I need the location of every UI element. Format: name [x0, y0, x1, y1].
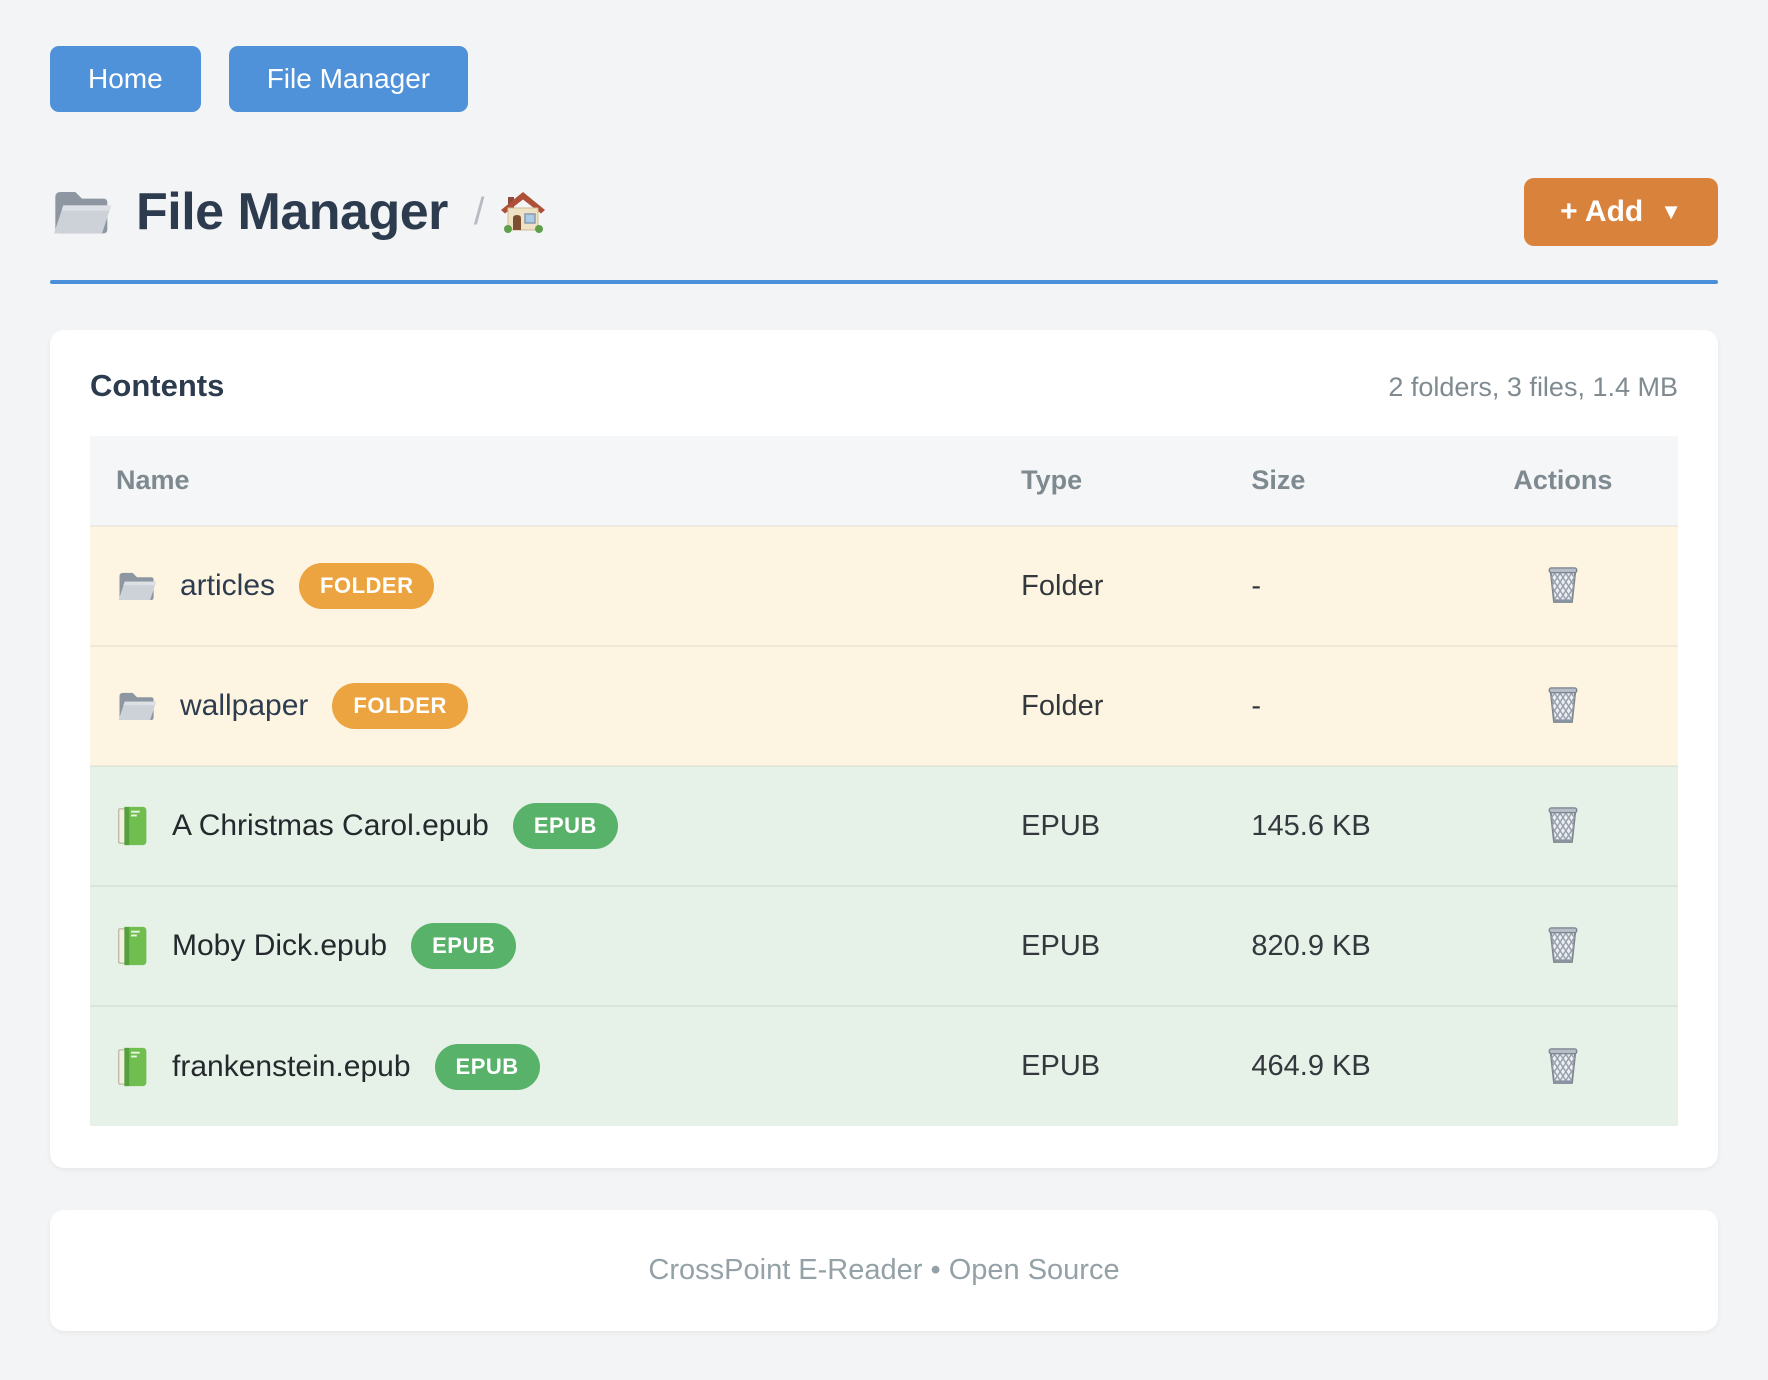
file-type: EPUB: [1021, 1050, 1101, 1082]
file-type: EPUB: [1021, 809, 1101, 842]
delete-button[interactable]: [1542, 800, 1584, 851]
trash-icon: [1546, 1045, 1580, 1085]
file-size: 464.9 KB: [1251, 1050, 1371, 1082]
file-type: Folder: [1021, 689, 1104, 722]
file-size: -: [1251, 689, 1262, 722]
delete-button[interactable]: [1542, 920, 1584, 971]
contents-card: Contents 2 folders, 3 files, 1.4 MB Name…: [50, 330, 1718, 1168]
table-row[interactable]: articles FOLDER Folder -: [90, 526, 1678, 646]
table-row[interactable]: wallpaper FOLDER Folder -: [90, 646, 1678, 766]
green-book-icon: [116, 925, 150, 967]
delete-button[interactable]: [1542, 1041, 1584, 1092]
trash-icon: [1546, 924, 1580, 964]
delete-button[interactable]: [1542, 560, 1584, 611]
top-nav: Home File Manager: [50, 46, 1718, 112]
breadcrumb-separator: /: [473, 190, 485, 233]
file-size: -: [1251, 569, 1262, 602]
table-row[interactable]: frankenstein.epub EPUB EPUB 464.9 KB: [90, 1006, 1678, 1126]
file-type: EPUB: [1021, 929, 1101, 962]
file-name[interactable]: frankenstein.epub: [172, 1049, 411, 1083]
column-header-type: Type: [995, 436, 1226, 526]
header-divider: [50, 280, 1718, 284]
column-header-size: Size: [1225, 436, 1448, 526]
nav-file-manager-button[interactable]: File Manager: [228, 46, 469, 112]
file-size: 145.6 KB: [1251, 809, 1371, 842]
column-header-name: Name: [90, 436, 996, 526]
contents-summary: 2 folders, 3 files, 1.4 MB: [1388, 372, 1678, 402]
caret-down-icon: ▼: [1660, 199, 1682, 224]
footer-text: CrossPoint E-Reader • Open Source: [648, 1254, 1120, 1286]
delete-button[interactable]: [1542, 680, 1584, 731]
trash-icon: [1546, 804, 1580, 844]
file-type: Folder: [1021, 569, 1104, 602]
file-name[interactable]: A Christmas Carol.epub: [172, 809, 489, 842]
table-header-row: Name Type Size Actions: [90, 436, 1678, 526]
type-badge: EPUB: [411, 923, 517, 969]
type-badge: FOLDER: [332, 683, 468, 729]
page-title-group: File Manager /: [50, 182, 547, 242]
breadcrumb: /: [474, 191, 547, 234]
nav-home-button[interactable]: Home: [50, 46, 201, 112]
file-name[interactable]: wallpaper: [180, 689, 309, 722]
green-book-icon: [116, 805, 150, 847]
open-folder-icon: [54, 192, 112, 234]
type-badge: EPUB: [512, 803, 618, 849]
page-title: File Manager: [136, 183, 448, 241]
file-size: 820.9 KB: [1251, 929, 1371, 962]
house-icon[interactable]: [500, 191, 547, 233]
folder-icon: [116, 687, 158, 725]
page-header: File Manager / + Add ▼: [50, 178, 1718, 246]
add-button[interactable]: + Add ▼: [1524, 178, 1718, 246]
table-row[interactable]: Moby Dick.epub EPUB EPUB 820.9 KB: [90, 886, 1678, 1006]
green-book-icon: [116, 1046, 150, 1088]
contents-card-header: Contents 2 folders, 3 files, 1.4 MB: [90, 368, 1678, 404]
contents-title: Contents: [90, 368, 225, 403]
table-body: articles FOLDER Folder - wallpaper FOLDE…: [90, 526, 1678, 1126]
contents-table: Name Type Size Actions articles FOLDER F…: [90, 436, 1678, 1126]
column-header-actions: Actions: [1447, 436, 1678, 526]
trash-icon: [1546, 564, 1580, 604]
type-badge: EPUB: [434, 1043, 540, 1090]
file-name[interactable]: Moby Dick.epub: [172, 929, 388, 962]
table-row[interactable]: A Christmas Carol.epub EPUB EPUB 145.6 K…: [90, 766, 1678, 886]
folder-icon: [116, 567, 158, 605]
file-name[interactable]: articles: [180, 569, 276, 602]
trash-icon: [1546, 684, 1580, 724]
add-button-label: + Add: [1560, 195, 1644, 228]
footer: CrossPoint E-Reader • Open Source: [50, 1210, 1718, 1331]
type-badge: FOLDER: [299, 563, 435, 609]
